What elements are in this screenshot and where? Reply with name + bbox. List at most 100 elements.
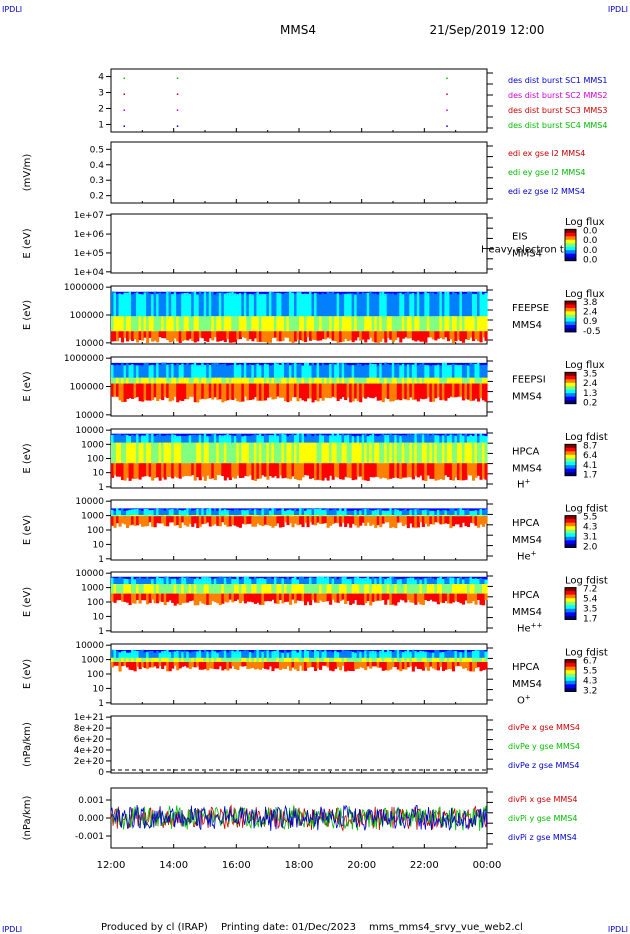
spectrogram-cell bbox=[263, 650, 268, 659]
spectrogram-cell bbox=[161, 463, 165, 478]
spectrogram-cell bbox=[411, 293, 415, 318]
spectrogram-cell bbox=[206, 331, 210, 342]
spectrogram-cell bbox=[424, 509, 428, 517]
spectrogram-cell bbox=[236, 433, 240, 445]
spectrogram-cell bbox=[389, 383, 393, 402]
spectrogram-cell bbox=[188, 662, 192, 670]
spectrogram-cell bbox=[484, 662, 488, 670]
spectrogram-cell bbox=[291, 657, 295, 662]
spectrogram-cell bbox=[208, 364, 212, 380]
spectrogram-cell bbox=[213, 651, 217, 660]
spectrogram-cell bbox=[151, 509, 155, 516]
spectrogram-cell bbox=[324, 515, 328, 517]
spectrogram-cell bbox=[256, 584, 260, 594]
spectrogram-cell bbox=[406, 662, 410, 668]
spectrogram-cell bbox=[456, 509, 461, 516]
spectrogram-cell bbox=[143, 316, 147, 332]
spectrogram-cell bbox=[171, 463, 175, 479]
spectrogram-cell bbox=[148, 657, 152, 662]
spectrogram-cell bbox=[364, 377, 368, 384]
spectrogram-cell bbox=[364, 650, 368, 659]
spectrogram-cell bbox=[263, 363, 268, 381]
colorbar-segment bbox=[565, 663, 576, 668]
spectrogram-cell bbox=[216, 331, 220, 342]
spectrogram-cell bbox=[379, 377, 383, 384]
spectrogram-cell bbox=[198, 576, 202, 581]
spectrogram-cell bbox=[351, 662, 355, 672]
spectrogram-cell bbox=[261, 435, 265, 443]
spectrogram-cell bbox=[329, 584, 333, 594]
spectrogram-cell bbox=[146, 433, 150, 444]
y-tick-label: 1 bbox=[98, 699, 104, 709]
spectrogram-cell bbox=[316, 657, 320, 662]
spectrogram-cell bbox=[409, 316, 413, 332]
spectrogram-cell bbox=[401, 593, 405, 601]
spectrogram-cell bbox=[419, 331, 423, 342]
spectrogram-cell bbox=[221, 576, 225, 585]
spectrogram-cell bbox=[208, 463, 212, 480]
spectrogram-cell bbox=[346, 364, 350, 380]
spectrogram-cell bbox=[138, 365, 142, 379]
spectrogram-cell bbox=[334, 657, 338, 662]
y-tick-label: 1e+04 bbox=[74, 268, 105, 278]
spectrogram-cell bbox=[344, 442, 348, 464]
spectrogram-cell bbox=[126, 331, 130, 342]
spectrogram-cell bbox=[331, 650, 335, 654]
colorbar-segment bbox=[565, 328, 576, 333]
spectrogram-cell bbox=[321, 651, 325, 660]
colorbar-tick-label: 2.0 bbox=[583, 542, 598, 552]
colorbar-tick-label: 1.3 bbox=[583, 389, 597, 399]
spectrogram-cell bbox=[193, 362, 197, 381]
spectrogram-cell bbox=[178, 377, 182, 384]
spectrogram-cell bbox=[356, 515, 360, 517]
spectrogram-cell bbox=[456, 294, 461, 319]
spectrogram-cell bbox=[349, 442, 353, 464]
spectrogram-cell bbox=[198, 509, 202, 518]
spectrogram-cell bbox=[278, 516, 283, 528]
spectrogram-cell bbox=[256, 463, 260, 479]
colorbar-segment bbox=[565, 250, 576, 255]
spectrogram-cell bbox=[466, 291, 471, 318]
spectrogram-cell bbox=[218, 657, 222, 662]
spectrogram-cell bbox=[316, 363, 320, 378]
spectrogram-cell bbox=[439, 515, 443, 517]
spectrogram-cell bbox=[464, 377, 468, 384]
spectrogram-cell bbox=[211, 662, 215, 669]
spectrogram-cell bbox=[304, 515, 308, 517]
colorbar-segment bbox=[565, 458, 576, 463]
spectrogram-cell bbox=[456, 291, 461, 296]
spectrogram-cell bbox=[459, 593, 463, 604]
spectrogram-cell bbox=[461, 331, 466, 343]
spectrogram-cell bbox=[444, 463, 448, 476]
spectrogram-cell bbox=[351, 463, 355, 481]
spectrogram-cell bbox=[411, 662, 415, 672]
spectrogram-cell bbox=[316, 383, 320, 402]
spectrogram-cell bbox=[471, 593, 476, 602]
spectrogram-cell bbox=[238, 593, 242, 604]
spectrogram-cell bbox=[178, 577, 182, 587]
spectrogram-cell bbox=[153, 509, 157, 516]
spectrogram-cell bbox=[339, 584, 343, 594]
spectrogram-cell bbox=[178, 383, 182, 401]
spectrogram-cell bbox=[461, 383, 466, 401]
spectrogram-cell bbox=[311, 662, 315, 668]
spectrogram-cell bbox=[248, 508, 252, 517]
spectrogram-cell bbox=[324, 377, 328, 384]
spectrogram-cell bbox=[183, 593, 187, 603]
spectrogram-cell bbox=[218, 435, 222, 446]
spectrogram-cell bbox=[414, 509, 418, 518]
spectrogram-cell bbox=[316, 516, 320, 523]
colorbar-segment bbox=[565, 321, 576, 326]
spectrogram-cell bbox=[484, 316, 488, 332]
spectrogram-cell bbox=[213, 657, 217, 662]
spectrogram-cell bbox=[258, 316, 262, 332]
spectrogram-cell bbox=[324, 316, 328, 332]
spectrogram-cell bbox=[476, 650, 481, 660]
spectrogram-cell bbox=[459, 463, 463, 481]
spectrogram-cell bbox=[449, 331, 453, 340]
spectrogram-cell bbox=[331, 463, 335, 480]
spectrogram-cell bbox=[291, 316, 295, 332]
spectrogram-cell bbox=[349, 362, 353, 367]
spectrogram-cell bbox=[334, 584, 338, 594]
spectrogram-cell bbox=[113, 650, 117, 660]
